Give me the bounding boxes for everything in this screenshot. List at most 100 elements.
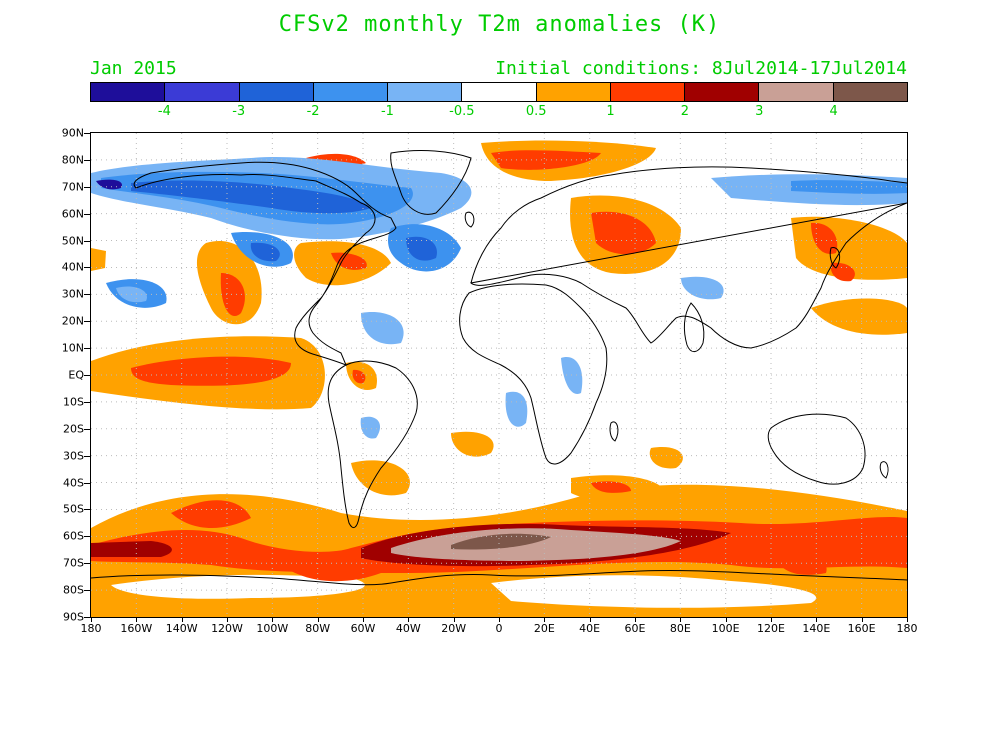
latitude-label: 50N — [61, 234, 84, 248]
anomaly-region — [591, 211, 656, 255]
longitude-label: 160E — [847, 622, 876, 635]
colorbar-tick-label: -1 — [380, 104, 394, 119]
initial-conditions-label: Initial conditions: 8Jul2014-17Jul2014 — [495, 58, 907, 79]
grid-lines — [91, 133, 907, 617]
anomaly-region — [271, 552, 381, 582]
latitude-label: 50S — [63, 502, 84, 516]
longitude-label: 100E — [711, 622, 740, 635]
anomaly-region — [505, 391, 528, 427]
anomaly-region — [451, 431, 494, 457]
latitude-label: 40N — [61, 260, 84, 274]
colorbar-tick-label: 3 — [755, 104, 764, 119]
longitude-tick — [408, 617, 410, 622]
latitude-label: 20S — [63, 422, 84, 436]
latitude-tick — [84, 133, 90, 134]
longitude-label: 40E — [579, 622, 601, 635]
anomaly-region — [811, 298, 907, 335]
latitude-tick — [84, 617, 90, 618]
colorbar-tick-label: 4 — [829, 104, 838, 119]
longitude-label: 140W — [165, 622, 198, 635]
anomaly-region — [391, 528, 681, 561]
anomaly-region — [91, 541, 172, 557]
colorbar-segment — [239, 83, 314, 101]
longitude-tick — [136, 617, 138, 622]
latitude-tick — [84, 401, 90, 403]
latitude-label: 10N — [61, 341, 84, 355]
coastline-south-america — [327, 360, 418, 529]
anomaly-region — [776, 556, 827, 575]
latitude-tick — [84, 186, 90, 188]
latitude-label: 10S — [63, 395, 84, 409]
latitude-label: 90S — [63, 610, 84, 624]
longitude-label: 40W — [395, 622, 421, 635]
colorbar-segment — [91, 83, 166, 101]
longitude-tick — [771, 617, 772, 622]
coastline-north-america — [133, 161, 397, 366]
anomaly-map — [90, 132, 908, 618]
chart-title: CFSv2 monthly T2m anomalies (K) — [278, 12, 721, 37]
longitude-label: 20W — [441, 622, 467, 635]
colorbar-segment — [685, 83, 760, 101]
coastline-india — [683, 302, 705, 352]
anomaly-region — [171, 500, 251, 529]
longitude-label: 60W — [350, 622, 376, 635]
latitude-label: 80N — [61, 153, 84, 167]
latitude-tick — [84, 213, 90, 215]
anomaly-region — [131, 180, 371, 214]
colorbar-segment — [388, 83, 463, 101]
colorbar-segment — [462, 83, 537, 101]
longitude-tick — [499, 617, 500, 622]
longitude-label: 120E — [757, 622, 785, 635]
longitude-tick — [453, 617, 455, 622]
latitude-tick — [84, 321, 90, 323]
colorbar — [90, 82, 908, 102]
longitude-label: 160W — [120, 622, 153, 635]
latitude-label: EQ — [68, 368, 84, 382]
anomaly-region — [96, 179, 122, 190]
valid-month-label: Jan 2015 — [90, 58, 177, 79]
longitude-tick — [91, 617, 92, 622]
coastline-uk — [464, 211, 475, 228]
anomaly-region — [111, 574, 365, 599]
longitude-tick — [725, 617, 727, 622]
anomaly-region — [351, 460, 410, 496]
latitude-tick — [84, 455, 90, 457]
anomaly-region — [131, 356, 291, 386]
coastline-antarctica — [91, 569, 907, 586]
longitude-tick — [272, 617, 274, 622]
longitude-label: 140E — [802, 622, 831, 635]
anomaly-region — [649, 447, 683, 469]
coastline-new-zealand — [879, 461, 889, 479]
colorbar-tick-label: -3 — [232, 104, 246, 119]
latitude-tick — [84, 428, 90, 430]
latitude-tick — [84, 509, 90, 511]
anomaly-region — [331, 252, 367, 270]
anomaly-region — [811, 222, 838, 254]
longitude-label: 180 — [80, 622, 102, 635]
latitude-tick — [84, 294, 90, 296]
longitude-label: 20E — [533, 622, 555, 635]
coastline-japan — [829, 247, 841, 269]
colorbar-segment — [759, 83, 834, 101]
latitude-tick — [84, 159, 90, 161]
coastline-australia — [767, 413, 866, 485]
longitude-tick — [680, 617, 682, 622]
latitude-label: 60N — [61, 207, 84, 221]
anomaly-region — [352, 369, 366, 384]
latitude-label: 20N — [61, 314, 84, 328]
colorbar-tick-label: 1 — [606, 104, 615, 119]
latitude-tick — [84, 267, 90, 269]
longitude-tick — [317, 617, 319, 622]
longitude-label: 100W — [256, 622, 289, 635]
longitude-label: 120W — [211, 622, 243, 635]
colorbar-segment — [610, 83, 686, 101]
anomaly-region — [406, 236, 437, 261]
latitude-tick — [84, 563, 90, 565]
latitude-label: 90N — [61, 126, 84, 140]
latitude-label: 80S — [63, 583, 84, 597]
coastline-greenland — [390, 150, 472, 215]
longitude-label: 80E — [669, 622, 691, 635]
longitude-tick — [907, 617, 908, 622]
colorbar-tick-label: 2 — [680, 104, 690, 119]
colorbar-labels: -4 -3 -2 -1 -0.5 0.5 1 2 3 4 — [90, 104, 908, 120]
